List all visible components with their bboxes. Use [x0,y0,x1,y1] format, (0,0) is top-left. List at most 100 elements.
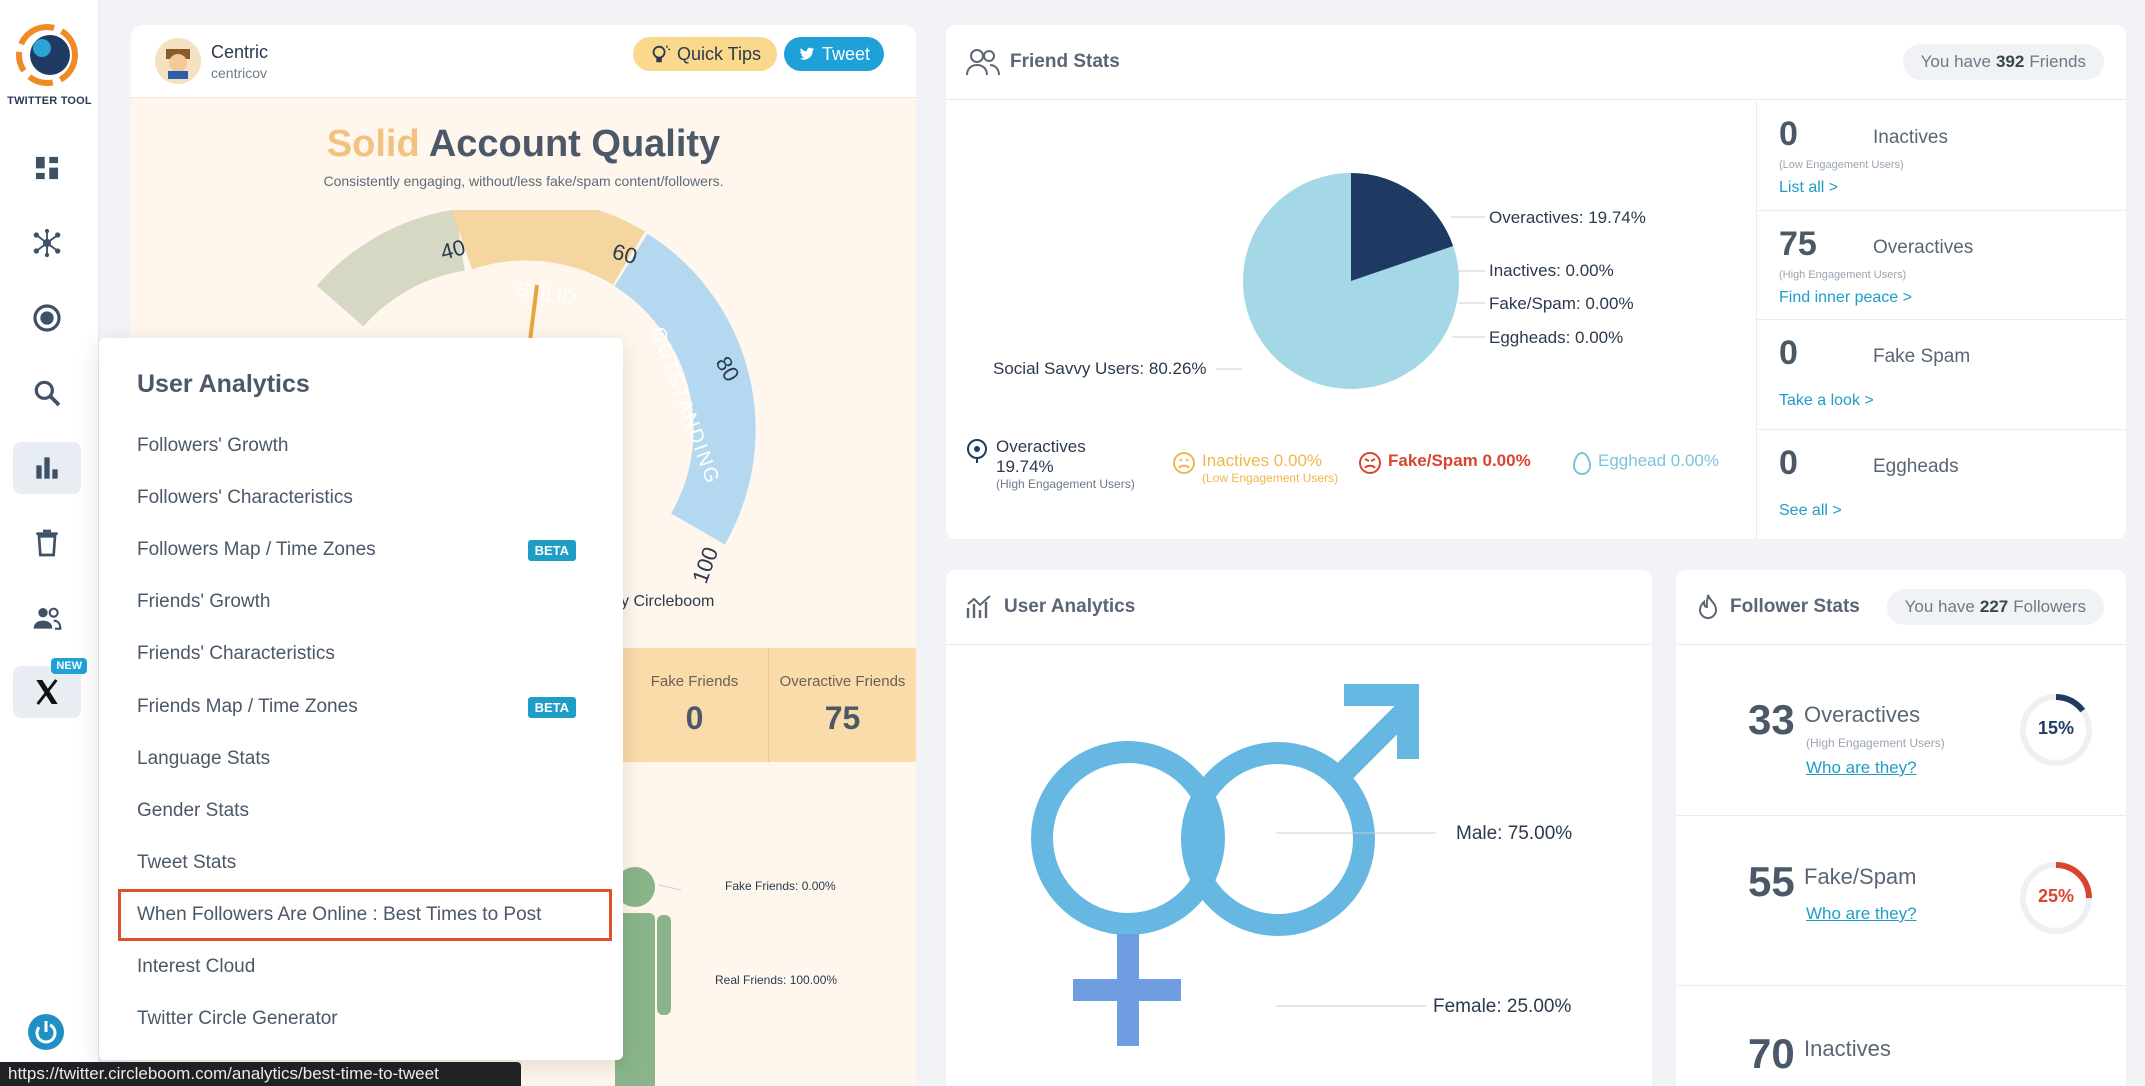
fake-spam-label: Fake Spam [1873,346,1971,367]
circleboom-logo[interactable] [14,22,80,88]
menu-item-language-stats[interactable]: Language Stats [118,733,612,785]
quick-tips-button[interactable]: Quick Tips [633,37,778,71]
dashboard-icon [34,155,60,181]
follower-stats-header: Follower Stats You have 227 Followers [1676,570,2126,645]
menu-item-followers-growth[interactable]: Followers' Growth [118,420,612,472]
follower-overactives-item: 33 Overactives (High Engagement Users) W… [1676,646,2126,816]
tweet-button[interactable]: Tweet [784,37,885,71]
pie-svg: Overactives: 19.74% Inactives: 0.00% Fak… [993,173,1646,389]
quality-title-rest: Account Quality [428,123,721,165]
quality-subtitle: Consistently engaging, without/less fake… [323,173,724,189]
female-symbol [1031,741,1225,935]
menu-item-best-times-to-post[interactable]: When Followers Are Online : Best Times t… [118,889,612,941]
gauge-tick-100: 100 [687,544,723,587]
take-a-look-link[interactable]: Take a look > [1779,392,1874,409]
menu-title: User Analytics [137,370,310,398]
menu-item-label: Tweet Stats [137,852,237,873]
avatar[interactable] [155,38,201,84]
who-are-they-link[interactable]: Who are they? [1806,904,1917,923]
friend-pie-chart: Overactives: 19.74% Inactives: 0.00% Fak… [946,101,1756,539]
tweet-label: Tweet [822,43,871,64]
nav-dashboard[interactable] [13,142,81,194]
menu-item-label: Twitter Circle Generator [137,1008,338,1029]
menu-item-friends-characteristics[interactable]: Friends' Characteristics [118,628,612,680]
quality-title-highlight: Solid [326,123,420,165]
user-analytics-menu: User Analytics Followers' Growth Followe… [99,338,623,1060]
power-icon[interactable] [26,1012,66,1052]
friend-stats-title: Friend Stats [1010,51,1120,72]
pie-label-overactives: Overactives: 19.74% [1489,208,1646,227]
nav-network[interactable] [13,217,81,269]
nav-delete[interactable] [13,517,81,569]
person-figure-icon [615,867,681,1086]
legend-overactives-pct: 19.74% [996,457,1054,476]
menu-item-label: Friends' Characteristics [137,643,335,664]
menu-item-label: Friends Map / Time Zones [137,696,358,717]
female-label: Female: 25.00% [1433,996,1571,1017]
fake-friends-pct: Fake Friends: 0.00% [725,879,836,893]
pie-label-social-savvy: Social Savvy Users: 80.26% [993,359,1207,378]
menu-item-twitter-circle-generator[interactable]: Twitter Circle Generator [118,993,612,1045]
overactive-icon [967,439,987,463]
user-analytics-card: User Analytics Male: 75.00% Female: 25.0… [946,570,1652,1086]
menu-item-followers-map[interactable]: Followers Map / Time Zones BETA [118,524,612,576]
male-symbol-arrowhead [1344,684,1419,759]
followers-count: 227 [1979,597,2009,616]
pie-label-inactives: Inactives: 0.00% [1489,261,1614,280]
menu-item-interest-cloud[interactable]: Interest Cloud [118,941,612,993]
legend-egghead-label: Egghead 0.00% [1598,451,1719,470]
follower-inactives-item: 70 Inactives [1676,986,2126,1086]
gauge-segment-low [316,210,466,327]
quick-tips-label: Quick Tips [677,43,762,64]
search-icon [34,380,61,407]
menu-item-label: Language Stats [137,748,271,769]
menu-item-friends-growth[interactable]: Friends' Growth [118,576,612,628]
see-all-link[interactable]: See all > [1779,501,1842,519]
inactives-count: 0 [1779,115,1798,153]
friends-count: 392 [1995,52,2025,71]
menu-item-label: Interest Cloud [137,956,256,977]
nav-users[interactable] [13,592,81,644]
followers-count-pill: You have 227 Followers [1886,589,2104,625]
overactive-friends-stat: Overactive Friends 75 [768,648,916,762]
eggheads-count: 0 [1779,443,1798,482]
legend-egghead: Egghead 0.00% [1572,451,1719,475]
nav-analytics[interactable] [13,442,81,494]
menu-item-label: Followers' Characteristics [137,487,353,508]
menu-item-followers-characteristics[interactable]: Followers' Characteristics [118,472,612,524]
list-all-link[interactable]: List all > [1779,179,1839,196]
friends-icon [966,49,1000,76]
nav-target[interactable] [13,292,81,344]
menu-item-friends-map[interactable]: Friends Map / Time Zones BETA [118,681,612,733]
overactives-sub: (High Engagement Users) [1779,268,1907,281]
legend-overactives-sub: (High Engagement Users) [996,477,1135,491]
nav-search[interactable] [13,367,81,419]
overactives-sub: (High Engagement Users) [1806,736,1945,750]
gauge-segment-solid [452,210,645,285]
follower-stats-title: Follower Stats [1730,596,1860,617]
user-analytics-title: User Analytics [1004,596,1136,617]
pie-label-eggheads: Eggheads: 0.00% [1489,328,1623,347]
friends-count-pill: You have 392 Friends [1902,44,2104,80]
menu-item-tweet-stats[interactable]: Tweet Stats [118,837,612,889]
overactives-count: 33 [1748,696,1795,743]
male-symbol-arrow-shaft [1330,702,1414,786]
legend-overactives: Overactives 19.74% (High Engagement User… [964,437,1135,491]
stat-value: 75 [824,700,861,736]
sidebar: TWITTER TOOL NEW [0,0,99,1086]
inactives-count: 70 [1748,1030,1795,1077]
nav-x[interactable]: NEW [13,658,87,718]
find-inner-peace-link[interactable]: Find inner peace > [1779,288,1912,306]
x-logo-icon [36,679,58,705]
gauge-segment-outstanding [613,233,756,545]
menu-item-gender-stats[interactable]: Gender Stats [118,785,612,837]
quality-stats: Fake Friends 0 Overactive Friends 75 [621,648,916,762]
target-icon [33,304,61,332]
overactives-pct: 15% [2037,718,2075,738]
who-are-they-link[interactable]: Who are they? [1806,758,1917,777]
user-analytics-header: User Analytics [946,570,1652,645]
beta-badge: BETA [527,696,576,718]
legend-inactives-sub: (Low Engagement Users) [1202,471,1339,485]
chart-line-icon [966,595,991,618]
menu-item-label: Followers' Growth [137,435,289,456]
